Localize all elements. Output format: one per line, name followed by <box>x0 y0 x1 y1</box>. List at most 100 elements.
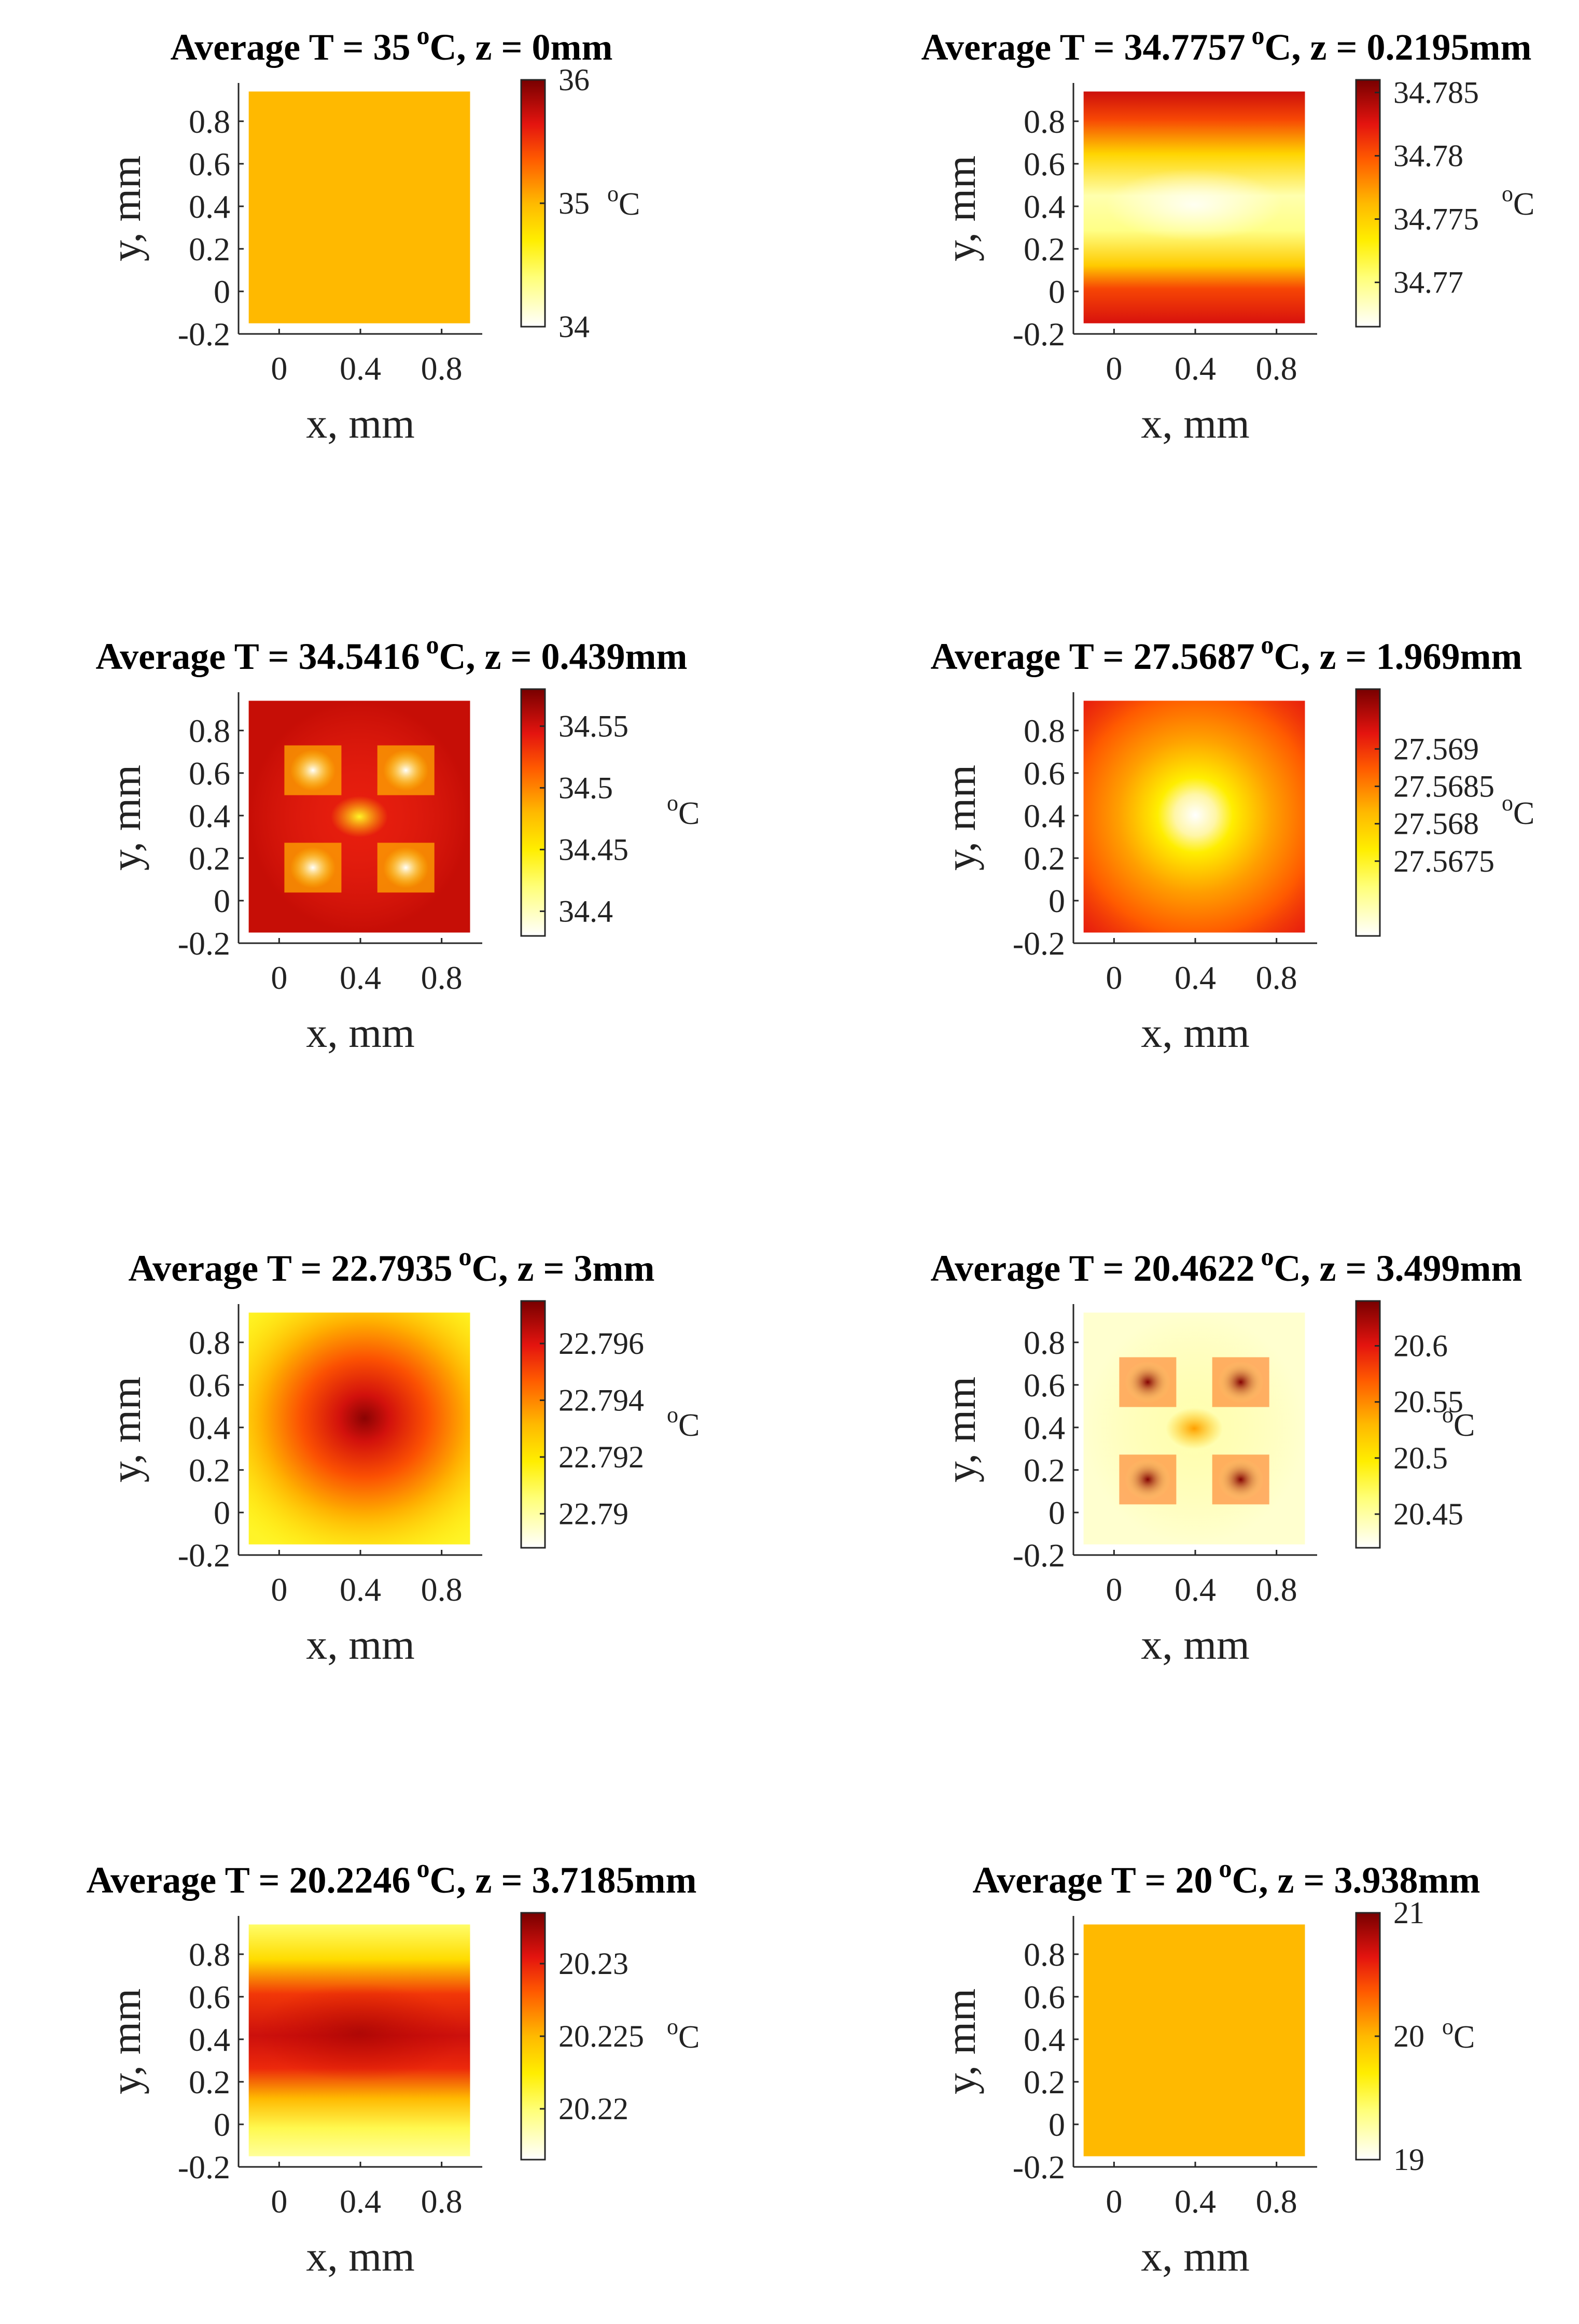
heatmap-panel-6: Average T = 20.4622 oC, z = 3.499mm0.80.6… <box>931 1242 1522 1668</box>
y-tick-label: 0.4 <box>1024 1409 1065 1446</box>
colorbar-unit-letter: C <box>1454 1408 1475 1443</box>
colorbar-unit: oC <box>1442 2014 1475 2055</box>
y-tick-label: 0.4 <box>189 188 230 225</box>
y-axis-label: y, mm <box>937 1377 984 1482</box>
x-tick-label: 0.4 <box>340 350 381 387</box>
y-tick-label: -0.2 <box>1013 1537 1065 1574</box>
x-tick-label: 0.8 <box>1256 959 1297 996</box>
y-tick-label: 0.2 <box>189 2064 230 2101</box>
spot-2 <box>1218 1361 1264 1403</box>
y-tick-label: 0.2 <box>1024 2064 1065 2101</box>
title-z-value: 0.439mm <box>541 636 688 677</box>
x-tick-label: 0.4 <box>340 959 381 996</box>
title-avg-temp: 22.7935 <box>331 1248 453 1289</box>
title-prefix: Average T = <box>973 1859 1176 1901</box>
y-tick-label: 0.2 <box>1024 840 1065 877</box>
x-tick-label: 0.4 <box>1175 1571 1216 1608</box>
y-tick-label: 0 <box>1049 883 1065 919</box>
title-unit: C, z = <box>1265 26 1367 68</box>
y-tick-label: -0.2 <box>1013 316 1065 353</box>
title-z-value: 3mm <box>574 1248 655 1289</box>
y-tick-label: 0.8 <box>1024 712 1065 749</box>
title-avg-temp: 20.2246 <box>289 1859 411 1901</box>
heatmap-field <box>1083 1312 1305 1545</box>
colorbar-degree-sup: o <box>667 1402 678 1427</box>
colorbar-tick-label: 20.6 <box>1393 1329 1448 1363</box>
title-avg-temp: 20 <box>1176 1859 1213 1901</box>
y-axis-label: y, mm <box>102 1377 149 1482</box>
title-avg-temp: 20.4622 <box>1134 1248 1255 1289</box>
y-tick-label: 0.6 <box>189 146 230 183</box>
y-axis-label: y, mm <box>102 1989 149 2094</box>
y-tick-label: 0.2 <box>189 231 230 268</box>
colorbar-unit-letter: C <box>619 187 640 222</box>
panel-title: Average T = 20 oC, z = 3.938mm <box>973 1854 1480 1901</box>
title-degree-sup: o <box>1261 630 1274 659</box>
spot-3 <box>290 847 336 889</box>
y-tick-label: 0.2 <box>1024 231 1065 268</box>
colorbar-degree-sup: o <box>1502 790 1513 816</box>
colorbar-tick-label: 21 <box>1393 1896 1424 1930</box>
x-axis-label: x, mm <box>1141 1009 1250 1056</box>
x-tick-label: 0.8 <box>1256 350 1297 387</box>
y-tick-label: -0.2 <box>178 316 230 353</box>
heatmap-panel-7: Average T = 20.2246 oC, z = 3.7185mm0.80.… <box>87 1854 700 2280</box>
x-axis-label: x, mm <box>306 2233 415 2280</box>
y-tick-label: 0 <box>1049 2106 1065 2143</box>
center-spot <box>1166 1407 1223 1449</box>
colorbar-tick-label: 34.77 <box>1393 265 1463 300</box>
x-axis-label: x, mm <box>306 400 415 447</box>
panel-title: Average T = 27.5687 oC, z = 1.969mm <box>931 630 1522 677</box>
x-tick-label: 0 <box>1106 1571 1122 1608</box>
x-axis-label: x, mm <box>1141 400 1250 447</box>
x-tick-label: 0.4 <box>1175 2183 1216 2220</box>
x-tick-label: 0 <box>1106 959 1122 996</box>
colorbar <box>520 1300 546 1549</box>
y-axis-label: y, mm <box>102 765 149 871</box>
y-axis-label: y, mm <box>937 1989 984 2094</box>
title-avg-temp: 27.5687 <box>1134 636 1255 677</box>
title-degree-sup: o <box>1261 1242 1274 1271</box>
panel-title: Average T = 20.4622 oC, z = 3.499mm <box>931 1242 1522 1289</box>
panel-title: Average T = 22.7935 oC, z = 3mm <box>129 1242 655 1289</box>
y-tick-label: 0.6 <box>189 1367 230 1404</box>
x-tick-label: 0 <box>271 350 287 387</box>
colorbar-tick-label: 20 <box>1393 2019 1424 2053</box>
y-tick-label: 0.4 <box>189 2021 230 2058</box>
y-tick-label: 0.8 <box>1024 1936 1065 1973</box>
colorbar-tick-label: 34.775 <box>1393 202 1479 236</box>
heatmap-panel-2: Average T = 34.7757 oC, z = 0.2195mm0.80.… <box>921 21 1535 447</box>
colorbar-degree-sup: o <box>667 2014 678 2039</box>
spot-3 <box>1125 1459 1171 1501</box>
title-degree-sup: o <box>1219 1854 1232 1883</box>
title-z-value: 1.969mm <box>1376 636 1522 677</box>
colorbar-tick-label: 22.796 <box>558 1326 644 1361</box>
colorbar-unit-letter: C <box>1513 187 1534 222</box>
title-z-value: 0.2195mm <box>1367 26 1532 68</box>
colorbar-degree-sup: o <box>607 181 619 206</box>
y-tick-label: 0 <box>214 883 230 919</box>
y-tick-label: 0 <box>214 273 230 310</box>
heatmap-cell <box>248 91 470 324</box>
heatmap-field <box>1083 91 1305 324</box>
spot-1 <box>290 749 336 791</box>
title-prefix: Average T = <box>921 26 1124 68</box>
colorbar-degree-sup: o <box>667 790 678 816</box>
colorbar-unit-letter: C <box>678 796 700 831</box>
heatmap-field <box>1083 701 1305 933</box>
x-tick-label: 0.8 <box>1256 1571 1297 1608</box>
panel-title: Average T = 35 oC, z = 0mm <box>171 21 613 68</box>
colorbar-degree-sup: o <box>1442 2014 1454 2039</box>
y-tick-label: 0.4 <box>1024 188 1065 225</box>
colorbar-unit: oC <box>1442 1402 1475 1443</box>
title-degree-sup: o <box>417 1854 430 1883</box>
colorbar-tick-label: 20.5 <box>1393 1441 1448 1475</box>
colorbar-unit: oC <box>667 2014 700 2055</box>
y-tick-label: 0.6 <box>1024 755 1065 792</box>
y-tick-label: 0.8 <box>189 1324 230 1361</box>
cold-core <box>1083 701 1305 933</box>
title-unit: C, z = <box>1274 636 1376 677</box>
x-tick-label: 0.4 <box>1175 350 1216 387</box>
x-tick-label: 0 <box>271 1571 287 1608</box>
title-degree-sup: o <box>459 1242 472 1271</box>
